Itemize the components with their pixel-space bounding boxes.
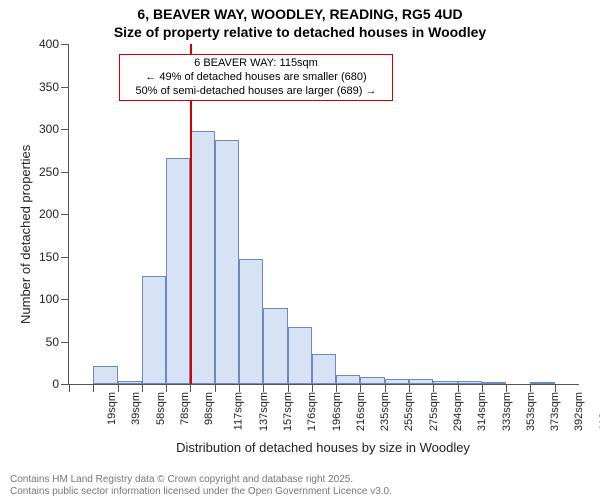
chart-title: 6, BEAVER WAY, WOODLEY, READING, RG5 4UD… — [0, 0, 600, 41]
y-axis-label: Number of detached properties — [18, 145, 33, 324]
histogram-bar — [190, 131, 214, 384]
plot-area: 05010015020025030035040019sqm39sqm58sqm7… — [68, 44, 579, 385]
histogram-bar — [530, 382, 554, 384]
histogram-bar — [409, 379, 433, 384]
x-tick — [142, 384, 143, 392]
y-tick-label: 250 — [39, 165, 69, 179]
x-tick-label: 216sqm — [355, 392, 367, 431]
x-tick — [530, 384, 531, 392]
x-tick-label: 98sqm — [203, 392, 215, 425]
histogram-bar — [288, 327, 312, 384]
annotation-box: 6 BEAVER WAY: 115sqm← 49% of detached ho… — [119, 54, 393, 101]
annotation-line: 50% of semi-detached houses are larger (… — [124, 85, 388, 99]
x-tick — [118, 384, 119, 392]
x-tick — [409, 384, 410, 392]
x-tick-label: 19sqm — [106, 392, 118, 425]
x-tick-label: 255sqm — [404, 392, 416, 431]
title-line-2: Size of property relative to detached ho… — [0, 24, 600, 42]
x-tick-label: 353sqm — [525, 392, 537, 431]
x-tick — [93, 384, 94, 392]
x-tick — [239, 384, 240, 392]
histogram-bar — [360, 377, 384, 384]
x-tick-label: 235sqm — [379, 392, 391, 431]
histogram-bar — [385, 379, 409, 384]
histogram-bar — [263, 308, 287, 384]
x-tick-label: 314sqm — [476, 392, 488, 431]
histogram-bar — [93, 366, 117, 384]
x-tick-label: 196sqm — [331, 392, 343, 431]
x-tick — [506, 384, 507, 392]
x-tick — [166, 384, 167, 392]
y-tick-label: 100 — [39, 292, 69, 306]
histogram-bar — [215, 140, 239, 384]
histogram-bar — [336, 375, 360, 384]
histogram-bar — [312, 354, 336, 384]
x-tick-label: 78sqm — [179, 392, 191, 425]
histogram-bar — [482, 382, 506, 384]
x-tick-label: 157sqm — [282, 392, 294, 431]
x-tick — [555, 384, 556, 392]
x-tick — [385, 384, 386, 392]
chart-container: 6, BEAVER WAY, WOODLEY, READING, RG5 4UD… — [0, 0, 600, 500]
y-tick-label: 200 — [39, 207, 69, 221]
y-tick-label: 400 — [39, 37, 69, 51]
x-tick — [458, 384, 459, 392]
y-tick-label: 0 — [52, 377, 69, 391]
histogram-bar — [166, 158, 190, 384]
annotation-line: ← 49% of detached houses are smaller (68… — [124, 71, 388, 85]
x-tick-label: 137sqm — [258, 392, 270, 431]
x-tick — [263, 384, 264, 392]
footer-line-1: Contains HM Land Registry data © Crown c… — [10, 474, 392, 486]
x-tick-label: 392sqm — [574, 392, 586, 431]
footer-line-2: Contains public sector information licen… — [10, 486, 392, 498]
histogram-bar — [458, 381, 482, 384]
x-tick-label: 333sqm — [501, 392, 513, 431]
x-tick-label: 39sqm — [130, 392, 142, 425]
x-tick — [215, 384, 216, 392]
x-tick-label: 275sqm — [428, 392, 440, 431]
histogram-bar — [118, 381, 142, 384]
x-tick — [433, 384, 434, 392]
histogram-bar — [142, 276, 166, 384]
y-tick-label: 300 — [39, 122, 69, 136]
x-tick — [190, 384, 191, 392]
annotation-line: 6 BEAVER WAY: 115sqm — [124, 57, 388, 71]
x-tick — [69, 384, 70, 392]
y-tick-label: 50 — [46, 335, 69, 349]
x-tick — [360, 384, 361, 392]
title-line-1: 6, BEAVER WAY, WOODLEY, READING, RG5 4UD — [0, 6, 600, 24]
x-tick-label: 58sqm — [155, 392, 167, 425]
x-tick — [288, 384, 289, 392]
x-axis-label: Distribution of detached houses by size … — [68, 440, 578, 455]
y-tick-label: 150 — [39, 250, 69, 264]
footer-attribution: Contains HM Land Registry data © Crown c… — [0, 474, 392, 498]
x-tick-label: 294sqm — [452, 392, 464, 431]
x-tick-label: 373sqm — [549, 392, 561, 431]
histogram-bar — [239, 259, 263, 384]
x-tick-label: 117sqm — [233, 392, 245, 430]
histogram-bar — [433, 381, 457, 384]
x-tick — [482, 384, 483, 392]
y-tick-label: 350 — [39, 80, 69, 94]
x-tick-label: 176sqm — [306, 392, 318, 431]
x-tick — [312, 384, 313, 392]
x-tick — [336, 384, 337, 392]
